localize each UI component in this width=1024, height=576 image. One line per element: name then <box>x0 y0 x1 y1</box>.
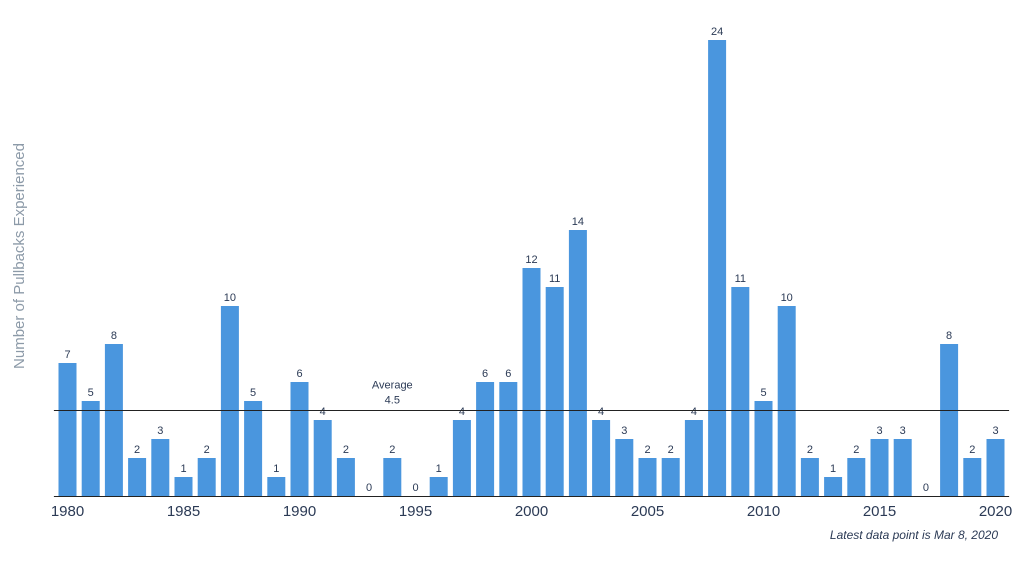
y-axis-label: Number of Pullbacks Experienced <box>11 143 28 369</box>
value-label-2014: 2 <box>853 444 859 456</box>
value-label-1996: 1 <box>436 463 442 475</box>
bar-2001 <box>545 287 564 496</box>
value-label-1990: 6 <box>296 368 302 380</box>
value-label-1995: 0 <box>412 482 418 494</box>
bar-2020 <box>986 439 1005 496</box>
bar-2004 <box>615 439 634 496</box>
bar-2012 <box>800 458 819 496</box>
bar-2010 <box>754 401 773 496</box>
x-tick-2015: 2015 <box>863 503 896 520</box>
bar-1982 <box>104 344 123 496</box>
bar-1992 <box>336 458 355 496</box>
value-label-1999: 6 <box>505 368 511 380</box>
value-label-1982: 8 <box>111 330 117 342</box>
bar-1997 <box>452 420 471 496</box>
bar-2013 <box>824 477 843 496</box>
bar-2015 <box>870 439 889 496</box>
value-label-2011: 10 <box>781 292 793 304</box>
value-label-1997: 4 <box>459 406 465 418</box>
value-label-1994: 2 <box>389 444 395 456</box>
value-label-1988: 5 <box>250 387 256 399</box>
value-label-2009: 11 <box>735 273 746 285</box>
value-label-2005: 2 <box>644 444 650 456</box>
bar-2002 <box>568 230 587 496</box>
value-label-1991: 4 <box>320 406 326 418</box>
value-label-1993: 0 <box>366 482 372 494</box>
bar-1985 <box>174 477 193 496</box>
value-label-1980: 7 <box>64 349 70 361</box>
bar-2016 <box>893 439 912 496</box>
bar-2011 <box>777 306 796 496</box>
value-label-1986: 2 <box>204 444 210 456</box>
value-label-1985: 1 <box>180 463 186 475</box>
bar-1998 <box>476 382 495 496</box>
x-tick-1985: 1985 <box>167 503 200 520</box>
value-label-2013: 1 <box>830 463 836 475</box>
x-tick-2020: 2020 <box>979 503 1012 520</box>
bar-1986 <box>197 458 216 496</box>
bar-2006 <box>661 458 680 496</box>
value-label-1998: 6 <box>482 368 488 380</box>
value-label-2006: 2 <box>668 444 674 456</box>
value-label-2004: 3 <box>621 425 627 437</box>
value-label-2017: 0 <box>923 482 929 494</box>
x-tick-1995: 1995 <box>399 503 432 520</box>
bar-1996 <box>429 477 448 496</box>
bar-2003 <box>592 420 611 496</box>
x-tick-2000: 2000 <box>515 503 548 520</box>
value-label-2018: 8 <box>946 330 952 342</box>
value-label-2010: 5 <box>760 387 766 399</box>
value-label-1984: 3 <box>157 425 163 437</box>
value-label-1987: 10 <box>224 292 236 304</box>
value-label-2007: 4 <box>691 406 697 418</box>
bar-2009 <box>731 287 750 496</box>
bar-2018 <box>940 344 959 496</box>
bar-2007 <box>684 420 703 496</box>
average-value-label: 4.5 <box>385 395 400 407</box>
value-label-1981: 5 <box>88 387 94 399</box>
x-tick-labels-group: 1980 1985 1990 1995 2000 2005 2010 2015 2020 <box>51 503 1012 520</box>
bar-2005 <box>638 458 657 496</box>
value-label-2020: 3 <box>992 425 998 437</box>
x-tick-2010: 2010 <box>747 503 780 520</box>
bar-2008 <box>708 40 727 496</box>
value-label-2015: 3 <box>876 425 882 437</box>
bar-2000 <box>522 268 541 496</box>
bar-1980 <box>58 363 77 496</box>
x-tick-1980: 1980 <box>51 503 84 520</box>
footnote: Latest data point is Mar 8, 2020 <box>830 528 998 542</box>
bar-1994 <box>383 458 402 496</box>
bar-1983 <box>128 458 147 496</box>
bar-1991 <box>313 420 332 496</box>
bar-1990 <box>290 382 309 496</box>
value-label-2012: 2 <box>807 444 813 456</box>
value-label-1983: 2 <box>134 444 140 456</box>
bar-1988 <box>244 401 263 496</box>
value-label-2002: 14 <box>572 216 584 228</box>
value-label-2001: 11 <box>549 273 560 285</box>
bar-1987 <box>220 306 239 496</box>
average-label: Average <box>372 380 413 392</box>
x-tick-1990: 1990 <box>283 503 316 520</box>
value-label-2019: 2 <box>969 444 975 456</box>
value-label-2000: 12 <box>525 254 537 266</box>
bar-1999 <box>499 382 518 496</box>
value-label-2016: 3 <box>900 425 906 437</box>
bar-1984 <box>151 439 170 496</box>
bar-1989 <box>267 477 286 496</box>
value-label-2008: 24 <box>711 26 723 38</box>
bars-group <box>58 40 1005 496</box>
x-tick-2005: 2005 <box>631 503 664 520</box>
value-label-1992: 2 <box>343 444 349 456</box>
bar-1981 <box>81 401 100 496</box>
value-label-1989: 1 <box>273 463 279 475</box>
value-label-2003: 4 <box>598 406 604 418</box>
bar-2019 <box>963 458 982 496</box>
bar-2014 <box>847 458 866 496</box>
